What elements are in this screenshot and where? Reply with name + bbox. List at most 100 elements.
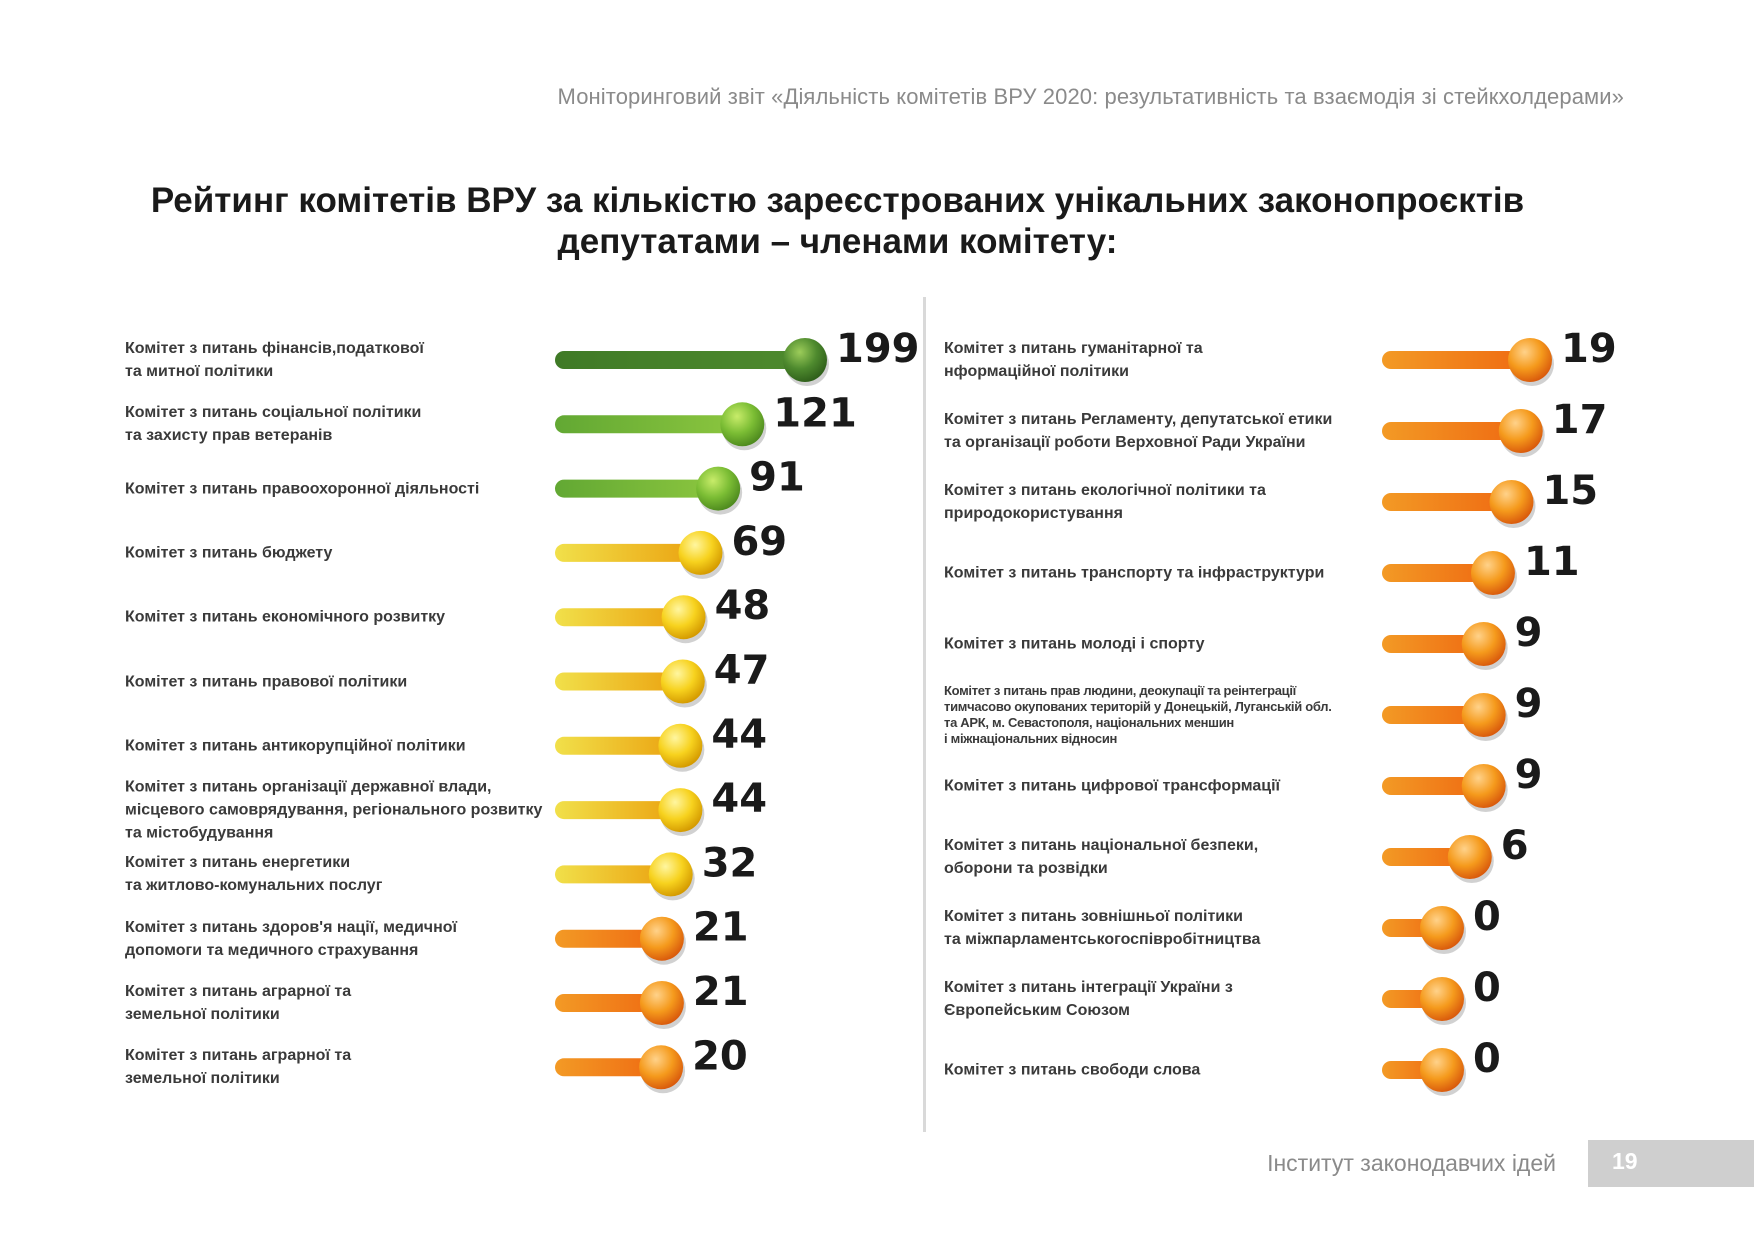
chart-title: Рейтинг комітетів ВРУ за кількістю зареє… — [120, 180, 1555, 262]
committee-label-line: Комітет з питань антикорупційної політик… — [125, 737, 466, 755]
committee-label-line: Комітет з питань бюджету — [125, 544, 333, 562]
committee-label: Комітет з питань організації державної в… — [125, 776, 542, 845]
committee-label-line: та міжпарламентськогоспівробітництва — [944, 931, 1261, 948]
page-number-box: 19 — [1588, 1140, 1754, 1187]
value-label: 0 — [1473, 965, 1501, 1011]
committee-label: Комітет з питань Регламенту, депутатсько… — [944, 408, 1332, 454]
committee-label-line: та АРК, м. Севастополя, національних мен… — [944, 715, 1234, 730]
committee-label-line: земельної політики — [125, 1070, 280, 1088]
bar — [1382, 422, 1521, 440]
committee-label-line: допомоги та медичного страхування — [125, 941, 419, 959]
bar-knob — [660, 659, 705, 704]
value-label: 47 — [714, 648, 770, 694]
bar-knob — [658, 723, 703, 768]
bar — [555, 351, 805, 369]
bar — [1382, 564, 1493, 582]
value-label: 0 — [1473, 894, 1501, 940]
bar-knob — [639, 981, 684, 1025]
bar-knob — [639, 1045, 684, 1090]
column-divider — [923, 297, 926, 1132]
committee-label-line: Комітет з питань прав людини, деокупації… — [944, 683, 1297, 698]
committee-label-line: Комітет з питань правоохоронної діяльнос… — [125, 480, 480, 498]
committee-label: Комітет з питань бюджету — [125, 541, 332, 564]
committee-label: Комітет з питань антикорупційної політик… — [125, 734, 466, 757]
bar — [1382, 706, 1484, 724]
bar-knob — [783, 338, 827, 382]
value-label: 9 — [1515, 610, 1543, 656]
bar-knob — [1461, 764, 1506, 808]
committee-label: Комітет з питань гуманітарної та нформаці… — [944, 337, 1203, 383]
committee-label-line: Комітет з питань інтеграції України з — [944, 979, 1233, 996]
bar — [1382, 351, 1530, 369]
committee-label-line: Комітет з питань цифрової трансформації — [944, 777, 1281, 795]
committee-label-line: та житлово-комунальних послуг — [125, 877, 383, 895]
value-label: 32 — [702, 840, 758, 886]
bar — [1382, 635, 1484, 653]
committee-label-line: Комітет з питань молоді і спорту — [944, 635, 1205, 653]
bar-knob — [1420, 1048, 1464, 1092]
report-header: Моніторинговий звіт «Діяльність комітеті… — [557, 84, 1624, 109]
bar-knob — [1498, 409, 1543, 453]
committee-label-line: і міжнаціональних відносин — [944, 731, 1118, 746]
committee-label: Комітет з питань економічного розвитку — [125, 606, 445, 629]
committee-label-line: місцевого самоврядування, регіонального … — [125, 801, 543, 819]
value-label: 21 — [693, 969, 749, 1015]
committee-label: Комітет з питань прав людини, деокупації… — [944, 683, 1332, 747]
committee-label: Комітет з питань енергетики та житлово-ко… — [125, 851, 382, 897]
committee-label-line: тимчасово окупованих територій у Донецьк… — [944, 699, 1332, 714]
bar-knob — [720, 402, 765, 447]
chart-title-line-2: депутатами – членами комітету: — [557, 222, 1118, 261]
committee-label-line: Комітет з питань національної безпеки, — [944, 837, 1259, 854]
value-label: 0 — [1473, 1036, 1501, 1082]
chart-right-column: 19 17 15 11 9 9 9 6 0 0 0 Комітет з питань гуманіта… — [930, 326, 1754, 1130]
value-label: 121 — [773, 390, 857, 436]
committee-label-line: природокористування — [944, 505, 1123, 522]
committee-label: Комітет з питань зовнішньої політики та м… — [944, 905, 1260, 951]
committee-label-line: та захисту прав ветеранів — [125, 427, 333, 445]
bar-knob — [661, 595, 706, 640]
committee-label-line: земельної політики — [125, 1006, 280, 1023]
value-label: 21 — [693, 905, 749, 951]
value-label: 6 — [1501, 823, 1529, 869]
committee-label-line: Комітет з питань фінансів,податкової — [125, 340, 424, 357]
committee-label: Комітет з питань цифрової трансформації — [944, 775, 1280, 798]
committee-label-line: та містобудування — [125, 824, 274, 842]
chart-title-line-1: Рейтинг комітетів ВРУ за кількістю зареє… — [150, 181, 1525, 220]
committee-label-line: Комітет з питань економічного розвитку — [125, 608, 446, 626]
committee-label: Комітет з питань екологічної політики та… — [944, 479, 1266, 525]
committee-label-line: Комітет з питань Регламенту, депутатсько… — [944, 411, 1333, 428]
bar — [1382, 493, 1512, 511]
committee-label-line: Комітет з питань транспорту та інфрастру… — [944, 564, 1325, 582]
committee-label: Комітет з питань національної безпеки, об… — [944, 834, 1258, 880]
bar — [555, 479, 719, 498]
value-label: 19 — [1561, 326, 1617, 372]
committee-label-line: Комітет з питань соціальної політики — [125, 404, 422, 422]
value-label: 9 — [1515, 752, 1543, 798]
value-label: 20 — [692, 1033, 748, 1079]
committee-label: Комітет з питань здоров'я нації, медично… — [125, 916, 457, 962]
bar-knob — [1461, 622, 1506, 666]
value-label: 11 — [1524, 539, 1580, 585]
committee-label: Комітет з питань інтеграції України з Євр… — [944, 976, 1233, 1022]
bar-knob — [639, 916, 684, 961]
bar — [555, 736, 681, 755]
bar — [555, 608, 684, 627]
chart-left-column: 199 121 91 69 48 47 44 44 32 21 21 20 Комітет з пита… — [0, 326, 920, 1130]
committee-label-line: оборони та розвідки — [944, 860, 1108, 877]
committee-label-line: Комітет з питань зовнішньої політики — [944, 908, 1243, 925]
bar — [555, 1058, 662, 1077]
value-label: 44 — [711, 776, 767, 822]
value-label: 48 — [715, 583, 771, 629]
bar-knob — [1489, 480, 1534, 524]
bar-knob — [1420, 977, 1464, 1021]
committee-label: Комітет з питань правової політики — [125, 670, 407, 693]
value-label: 44 — [711, 712, 767, 758]
committee-label: Комітет з питань аграрної та земельної по… — [125, 980, 351, 1026]
committee-label-line: нформаційної політики — [944, 363, 1129, 380]
bar-knob — [1461, 693, 1506, 737]
bar — [555, 672, 683, 691]
committee-label-line: Європейським Союзом — [944, 1002, 1130, 1019]
bar-knob — [1470, 551, 1515, 595]
committee-label-line: та митної політики — [125, 363, 274, 380]
